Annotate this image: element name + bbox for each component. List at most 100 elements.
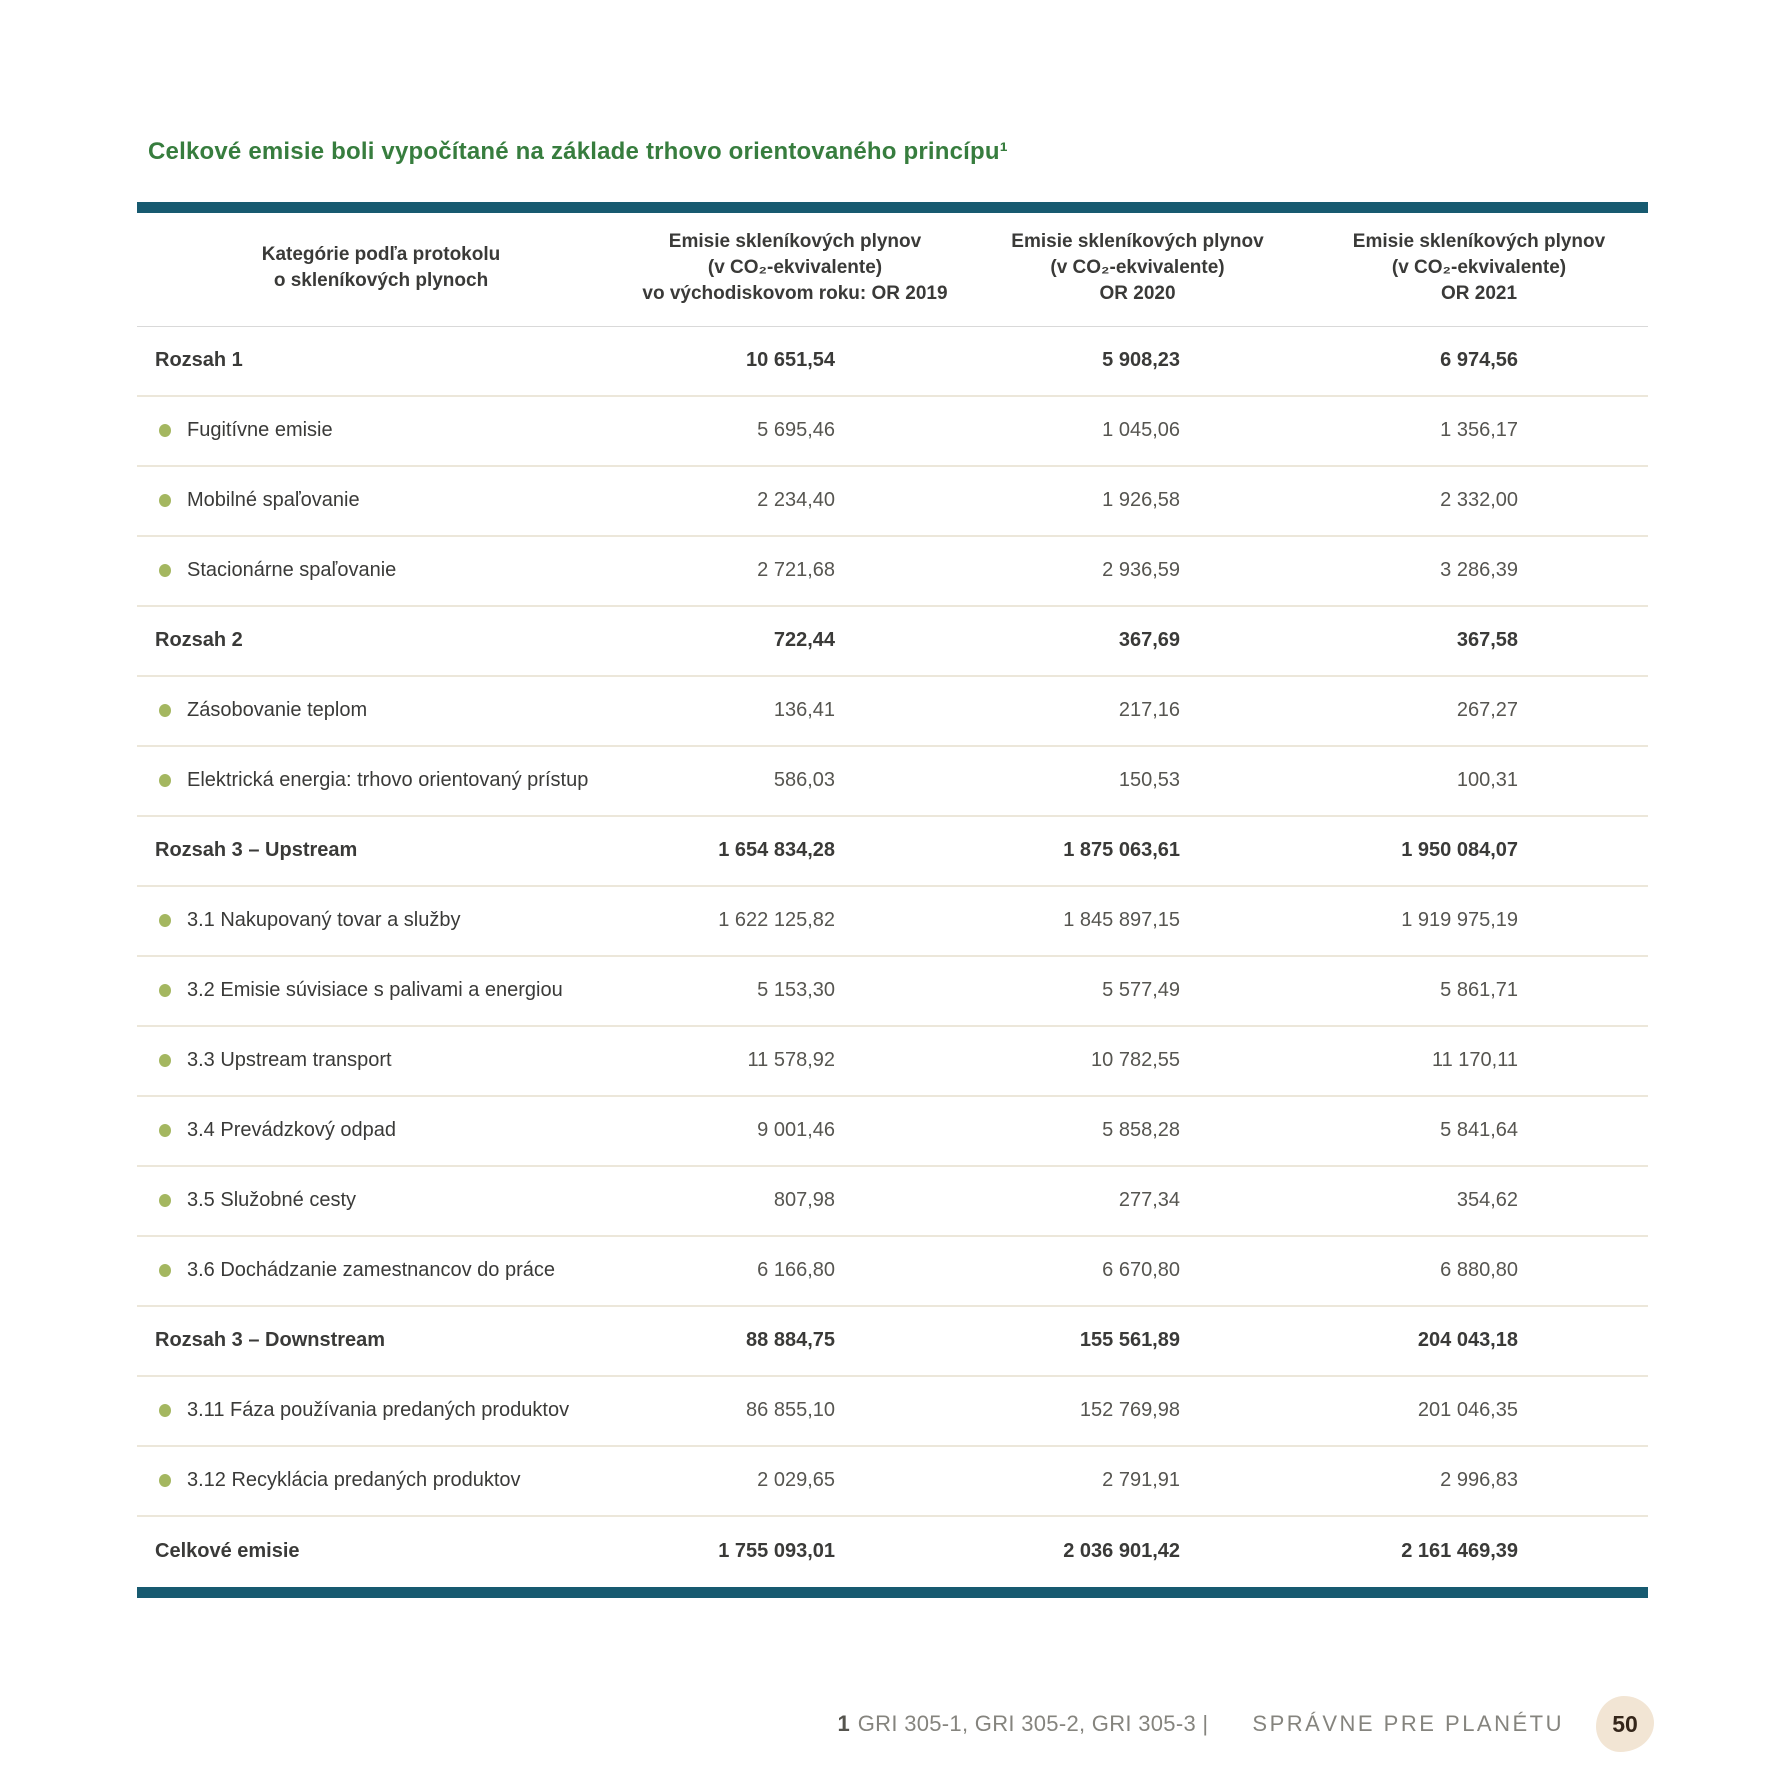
row-label: Rozsah 3 – Upstream: [137, 839, 625, 862]
value-cell: 155 561,89: [1079, 1329, 1180, 1352]
header-cell-or2019: Emisie skleníkových plynov (v CO₂-ekvival…: [625, 229, 965, 308]
row-label-text: 3.6 Dochádzanie zamestnancov do práce: [187, 1259, 556, 1282]
bullet-icon: [159, 1404, 171, 1418]
value-cell: 2 936,59: [1102, 559, 1180, 582]
value-cell: 10 651,54: [746, 349, 835, 372]
value-cell: 1 919 975,19: [1401, 909, 1518, 932]
value-cell: 1 755 093,01: [718, 1540, 835, 1563]
row-label: Rozsah 3 – Downstream: [137, 1329, 625, 1352]
value-cell: 6 670,80: [1102, 1259, 1180, 1282]
value-cell: 5 153,30: [757, 979, 835, 1002]
value-cell: 10 782,55: [1091, 1049, 1180, 1072]
table-bottom-bar: [137, 1586, 1648, 1598]
bullet-icon: [159, 494, 171, 508]
value-cell: 86 855,10: [746, 1399, 835, 1422]
table-row: 3.11 Fáza používania predaných produktov…: [137, 1377, 1648, 1447]
header-cell-or2020: Emisie skleníkových plynov (v CO₂-ekvival…: [965, 229, 1310, 308]
bullet-icon: [159, 1264, 171, 1278]
row-label-text: Rozsah 1: [155, 349, 243, 372]
table-row: Rozsah 3 – Upstream 1 654 834,28 1 875 063…: [137, 817, 1648, 887]
row-label: 3.12 Recyklácia predaných produktov: [137, 1469, 625, 1492]
header-line: (v CO₂-ekvivalente): [1391, 257, 1567, 279]
table-row: 3.5 Služobné cesty 807,98 277,34 354,62: [137, 1167, 1648, 1237]
value-cell: 1 845 897,15: [1063, 909, 1180, 932]
row-label: 3.1 Nakupovaný tovar a služby: [137, 909, 625, 932]
value-cell: 1 926,58: [1102, 489, 1180, 512]
table-row: 3.6 Dochádzanie zamestnancov do práce 6 1…: [137, 1237, 1648, 1307]
value-cell: 11 170,11: [1431, 1049, 1518, 1072]
table-header-row: Kategórie podľa protokolu o skleníkových …: [137, 213, 1648, 327]
row-label: 3.6 Dochádzanie zamestnancov do práce: [137, 1259, 625, 1282]
table-row: 3.12 Recyklácia predaných produktov 2 029…: [137, 1447, 1648, 1517]
row-label: 3.5 Služobné cesty: [137, 1189, 625, 1212]
row-label-text: Mobilné spaľovanie: [187, 489, 360, 512]
header-line: OR 2020: [1099, 283, 1176, 305]
footer-section-label: SPRÁVNE PRE PLANÉTU: [1252, 1711, 1564, 1736]
bullet-icon: [159, 704, 171, 718]
value-cell: 2 234,40: [757, 489, 835, 512]
page-number-badge: 50: [1596, 1696, 1654, 1752]
value-cell: 9 001,46: [757, 1119, 835, 1142]
emissions-table: Kategórie podľa protokolu o skleníkových …: [137, 202, 1648, 1598]
value-cell: 5 861,71: [1440, 979, 1518, 1002]
table-row: Stacionárne spaľovanie 2 721,68 2 936,59 3 …: [137, 537, 1648, 607]
bullet-icon: [159, 1054, 171, 1068]
table-row: Elektrická energia: trhovo orientovaný p…: [137, 747, 1648, 817]
gri-reference: GRI 305-1, GRI 305-2, GRI 305-3 |: [857, 1711, 1209, 1736]
bullet-icon: [159, 774, 171, 788]
row-label: Celkové emisie: [137, 1540, 625, 1563]
value-cell: 1 950 084,07: [1401, 839, 1518, 862]
table-body: Rozsah 1 10 651,54 5 908,23 6 974,56 Fugitív…: [137, 327, 1648, 1587]
value-cell: 217,16: [1118, 699, 1180, 722]
value-cell: 2 161 469,39: [1401, 1540, 1518, 1563]
value-cell: 2 721,68: [757, 559, 835, 582]
table-row: 3.4 Prevádzkový odpad 9 001,46 5 858,28 5 8…: [137, 1097, 1648, 1167]
value-cell: 201 046,35: [1417, 1399, 1518, 1422]
value-cell: 367,69: [1118, 629, 1180, 652]
value-cell: 807,98: [773, 1189, 835, 1212]
value-cell: 2 036 901,42: [1063, 1540, 1180, 1563]
value-cell: 88 884,75: [746, 1329, 835, 1352]
table-row: Rozsah 2 722,44 367,69 367,58: [137, 607, 1648, 677]
bullet-icon: [159, 1194, 171, 1208]
bullet-icon: [159, 914, 171, 928]
value-cell: 6 166,80: [757, 1259, 835, 1282]
value-cell: 6 880,80: [1440, 1259, 1518, 1282]
row-label-text: Celkové emisie: [155, 1540, 300, 1563]
page-footer: 1 GRI 305-1, GRI 305-2, GRI 305-3 | SPRÁ…: [838, 1694, 1654, 1754]
bullet-icon: [159, 564, 171, 578]
row-label-text: 3.11 Fáza používania predaných produktov: [187, 1399, 570, 1422]
value-cell: 5 858,28: [1102, 1119, 1180, 1142]
table-row: Fugitívne emisie 5 695,46 1 045,06 1 356,17: [137, 397, 1648, 467]
header-line: (v CO₂-ekvivalente): [1050, 257, 1225, 279]
table-top-bar: [137, 202, 1648, 213]
value-cell: 2 029,65: [757, 1469, 835, 1492]
value-cell: 5 577,49: [1102, 979, 1180, 1002]
row-label-text: 3.1 Nakupovaný tovar a služby: [187, 909, 461, 932]
row-label-text: 3.5 Služobné cesty: [187, 1189, 356, 1212]
row-label: Rozsah 2: [137, 629, 625, 652]
header-line: o skleníkových plynoch: [273, 270, 489, 292]
value-cell: 277,34: [1118, 1189, 1180, 1212]
value-cell: 1 045,06: [1102, 419, 1180, 442]
row-label: Stacionárne spaľovanie: [137, 559, 625, 582]
value-cell: 2 996,83: [1440, 1469, 1518, 1492]
row-label: 3.3 Upstream transport: [137, 1049, 625, 1072]
value-cell: 100,31: [1456, 769, 1518, 792]
row-label-text: Zásobovanie teplom: [187, 699, 368, 722]
header-line: Emisie skleníkových plynov: [668, 231, 922, 252]
row-label-text: Stacionárne spaľovanie: [187, 559, 397, 582]
row-label-text: Rozsah 2: [155, 629, 243, 652]
table-row: 3.3 Upstream transport 11 578,92 10 782,55…: [137, 1027, 1648, 1097]
value-cell: 11 578,92: [747, 1049, 836, 1072]
bullet-icon: [159, 984, 171, 998]
row-label: Zásobovanie teplom: [137, 699, 625, 722]
header-line: Emisie skleníkových plynov: [1352, 231, 1606, 252]
table-row: Mobilné spaľovanie 2 234,40 1 926,58 2 332,…: [137, 467, 1648, 537]
header-cell-or2021: Emisie skleníkových plynov (v CO₂-ekvival…: [1310, 229, 1648, 308]
value-cell: 136,41: [773, 699, 835, 722]
header-line: Emisie skleníkových plynov: [1011, 231, 1264, 252]
row-label-text: Rozsah 3 – Upstream: [155, 839, 358, 862]
table-row: Zásobovanie teplom 136,41 217,16 267,27: [137, 677, 1648, 747]
value-cell: 5 908,23: [1102, 349, 1180, 372]
